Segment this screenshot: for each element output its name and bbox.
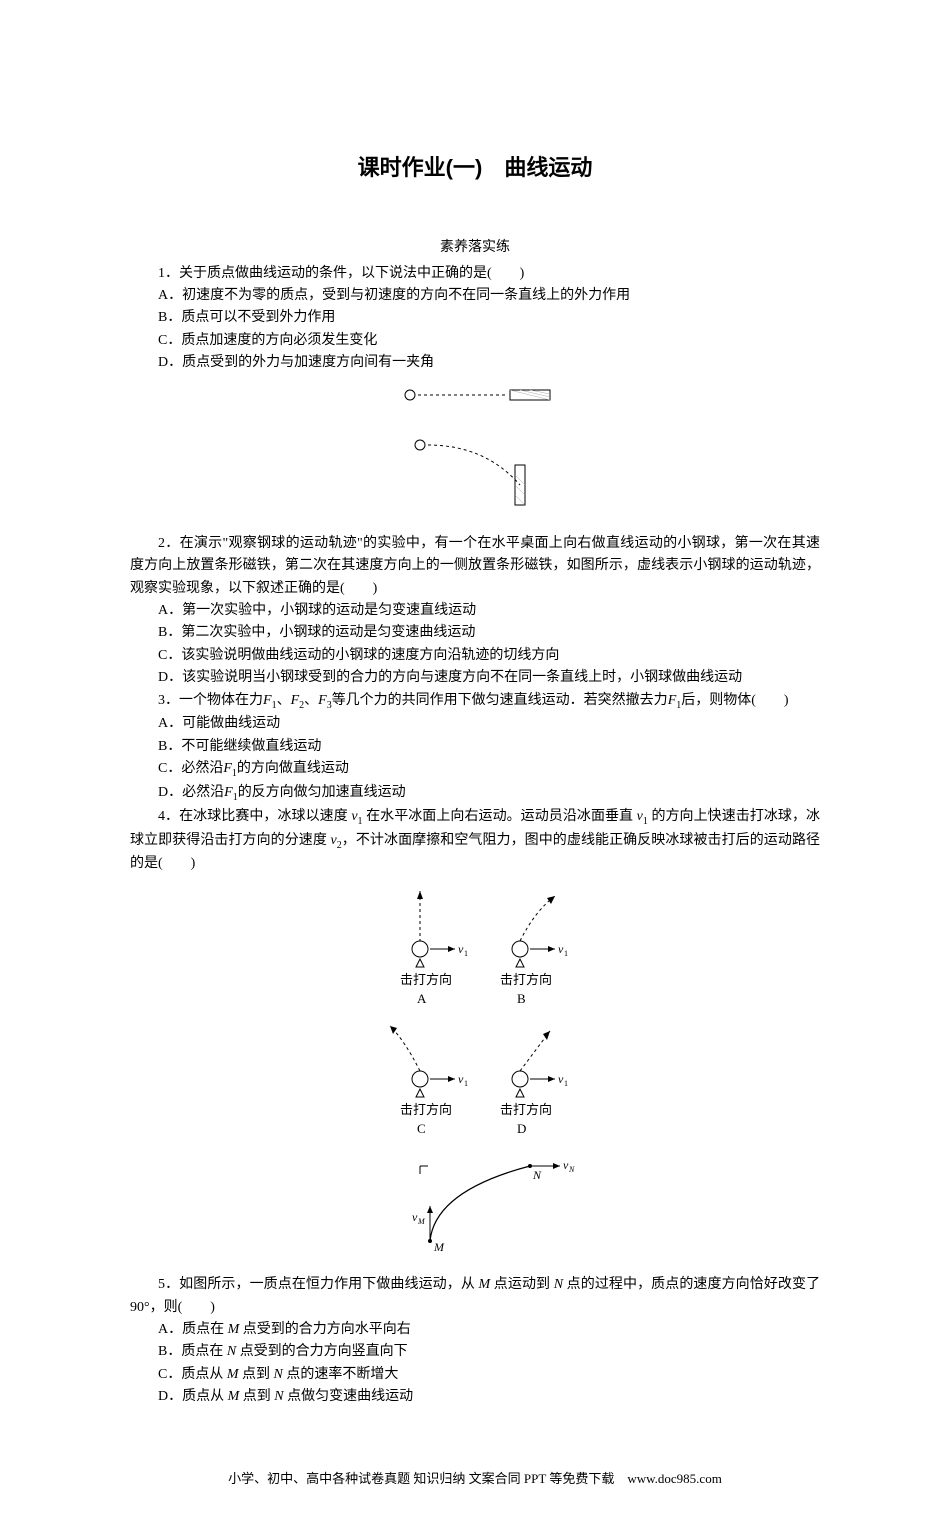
q1-stem: 1．关于质点做曲线运动的条件，以下说法中正确的是( ) [130, 263, 820, 285]
svg-text:D: D [517, 1121, 526, 1136]
q4-stem: 4．在冰球比赛中，冰球以速度 v1 在水平冰面上向右运动。运动员沿冰面垂直 v1… [130, 806, 820, 876]
q5-option-c: C．质点从 M 点到 N 点的速率不断增大 [130, 1364, 820, 1386]
q3-option-c: C．必然沿F1的方向做直线运动 [130, 758, 820, 782]
svg-text:B: B [517, 991, 526, 1006]
q3-stem: 3．一个物体在力F1、F2、F3等几个力的共同作用下做匀速直线运动．若突然撤去力… [130, 690, 820, 714]
q3-option-a: A．可能做曲线运动 [130, 713, 820, 735]
q3-option-d: D．必然沿F1的反方向做匀加速直线运动 [130, 782, 820, 806]
q3-stem-p2: 等几个力的共同作用下做匀速直线运动．若突然撤去力 [332, 693, 668, 708]
q1-option-d: D．质点受到的外力与加速度方向间有一夹角 [130, 352, 820, 374]
page-title: 课时作业(一) 曲线运动 [130, 150, 820, 185]
q2-option-b: B．第二次实验中，小钢球的运动是匀变速曲线运动 [130, 622, 820, 644]
svg-text:击打方向: 击打方向 [500, 1102, 552, 1117]
q5-option-b: B．质点在 N 点受到的合力方向竖直向下 [130, 1341, 820, 1363]
q1-option-a: A．初速度不为零的质点，受到与初速度的方向不在同一条直线上的外力作用 [130, 285, 820, 307]
question-1: 1．关于质点做曲线运动的条件，以下说法中正确的是( ) A．初速度不为零的质点，… [130, 263, 820, 375]
question-3: 3．一个物体在力F1、F2、F3等几个力的共同作用下做匀速直线运动．若突然撤去力… [130, 690, 820, 806]
question-2: 2．在演示"观察钢球的运动轨迹"的实验中，有一个在水平桌面上向右做直线运动的小钢… [130, 533, 820, 690]
q5-option-d: D．质点从 M 点到 N 点做匀变速曲线运动 [130, 1386, 820, 1408]
q2-option-d: D．该实验说明当小钢球受到的合力的方向与速度方向不在同一条直线上时，小钢球做曲线… [130, 667, 820, 689]
page-footer: 小学、初中、高中各种试卷真题 知识归纳 文案合同 PPT 等免费下载 www.d… [130, 1469, 820, 1490]
q2-figure [130, 380, 820, 528]
svg-text:击打方向: 击打方向 [400, 972, 452, 987]
svg-text:击打方向: 击打方向 [500, 972, 552, 987]
q5-option-a: A．质点在 M 点受到的合力方向水平向右 [130, 1319, 820, 1341]
section-subtitle: 素养落实练 [130, 235, 820, 257]
svg-text:击打方向: 击打方向 [400, 1102, 452, 1117]
svg-text:A: A [417, 991, 427, 1006]
q4-figure: v 1 击打方向 A v 1 击打方向 B v 1 [130, 881, 820, 1269]
svg-text:C: C [417, 1121, 426, 1136]
svg-text:1: 1 [464, 949, 468, 958]
svg-text:M: M [417, 1217, 426, 1226]
q3-stem-p3: 后，则物体( ) [681, 693, 788, 708]
q2-stem: 2．在演示"观察钢球的运动轨迹"的实验中，有一个在水平桌面上向右做直线运动的小钢… [130, 533, 820, 600]
q5-stem: 5．如图所示，一质点在恒力作用下做曲线运动，从 M 点运动到 N 点的过程中，质… [130, 1274, 820, 1319]
svg-text:M: M [433, 1240, 445, 1254]
svg-text:1: 1 [564, 949, 568, 958]
question-4: 4．在冰球比赛中，冰球以速度 v1 在水平冰面上向右运动。运动员沿冰面垂直 v1… [130, 806, 820, 876]
q2-option-a: A．第一次实验中，小钢球的运动是匀变速直线运动 [130, 600, 820, 622]
q1-option-b: B．质点可以不受到外力作用 [130, 307, 820, 329]
q2-option-c: C．该实验说明做曲线运动的小钢球的速度方向沿轨迹的切线方向 [130, 645, 820, 667]
q3-stem-p1: 3．一个物体在力 [158, 693, 263, 708]
q1-option-c: C．质点加速度的方向必须发生变化 [130, 330, 820, 352]
svg-text:1: 1 [464, 1079, 468, 1088]
q3-option-b: B．不可能继续做直线运动 [130, 736, 820, 758]
question-5: 5．如图所示，一质点在恒力作用下做曲线运动，从 M 点运动到 N 点的过程中，质… [130, 1274, 820, 1408]
svg-text:N: N [532, 1168, 542, 1182]
svg-text:1: 1 [564, 1079, 568, 1088]
svg-text:N: N [568, 1165, 575, 1174]
